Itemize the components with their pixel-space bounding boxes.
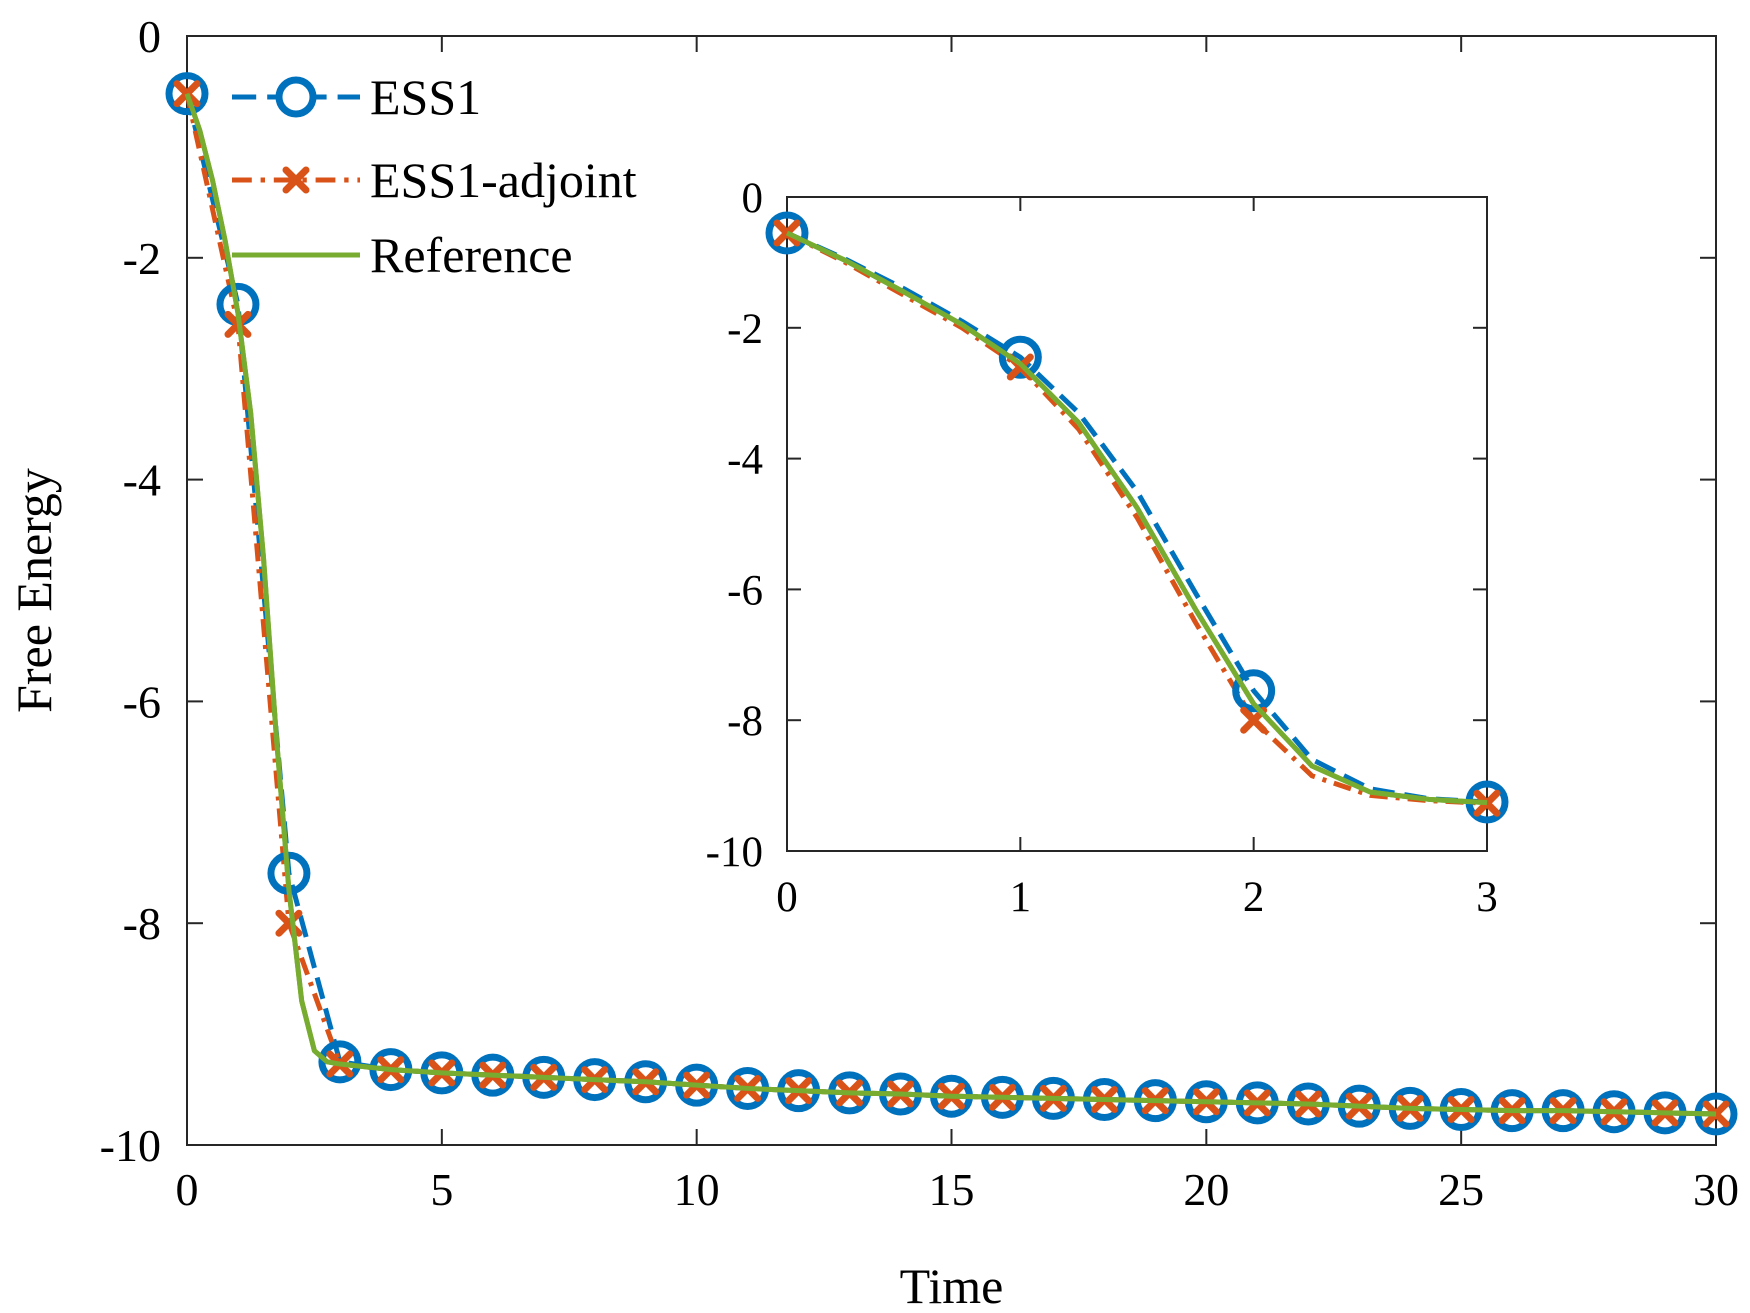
legend-marker-circle — [275, 76, 317, 118]
main-marker-circle — [318, 1040, 362, 1084]
inset-y-tick-label: -6 — [727, 567, 763, 614]
inset-plot: 0 1 2 3 0 -2 -4 -6 -8 -10 — [706, 175, 1509, 921]
inset-x-tick-label: 2 — [1243, 874, 1265, 921]
main-marker-circle — [165, 72, 209, 116]
inset-x-tick-label: 1 — [1010, 874, 1032, 921]
main-y-tick-label: 0 — [138, 11, 161, 62]
main-x-tick-label: 0 — [176, 1164, 199, 1215]
inset-axes-box — [786, 196, 1488, 852]
main-series-line-top-reference — [184, 92, 1717, 1117]
inset-y-tick-label: -8 — [727, 698, 763, 745]
main-x-tick-label: 5 — [430, 1164, 453, 1215]
inset-x-tick-label: 3 — [1476, 874, 1498, 921]
main-x-axis-title: Time — [900, 1258, 1004, 1313]
main-x-tick-label: 20 — [1183, 1164, 1229, 1215]
inset-y-tick-label: -10 — [706, 829, 763, 876]
main-y-tick-label: -4 — [123, 455, 161, 506]
inset-y-tick-label: -4 — [727, 437, 763, 484]
main-y-tick-label: -10 — [100, 1120, 161, 1171]
main-x-tick-label: 15 — [929, 1164, 975, 1215]
main-x-tick-label: 10 — [674, 1164, 720, 1215]
inset-y-tick-label: -2 — [727, 306, 763, 353]
inset-marker-circle — [765, 211, 809, 255]
inset-series-line-ess1-adjoint — [785, 230, 1488, 806]
inset-series-line-top-reference — [785, 230, 1488, 806]
main-y-tick-label: -2 — [123, 233, 161, 284]
main-y-tick-label: -8 — [123, 898, 161, 949]
inset-marker-circle — [1232, 669, 1276, 713]
legend-marker-x-stroke — [282, 166, 310, 194]
inset-y-tick-label: 0 — [742, 175, 764, 222]
legend-label-ess1-adjoint: ESS1-adjoint — [370, 152, 637, 208]
main-x-tick-label: 30 — [1693, 1164, 1739, 1215]
inset-marker-circle — [998, 335, 1042, 379]
legend-label-reference: Reference — [370, 227, 573, 283]
main-marker-x — [173, 80, 201, 108]
inset-marker-x-stroke — [1473, 789, 1501, 817]
main-x-tick-label: 25 — [1438, 1164, 1484, 1215]
main-marker-x-stroke — [173, 80, 201, 108]
inset-series-line-ess1 — [785, 230, 1488, 805]
main-marker-x-stroke — [275, 909, 303, 937]
inset-x-tick-label: 0 — [776, 874, 798, 921]
main-y-axis-title: Free Energy — [6, 468, 62, 713]
main-y-tick-label: -6 — [123, 676, 161, 727]
legend: ESS1 ESS1-adjoint Reference — [232, 69, 637, 283]
legend-label-ess1: ESS1 — [370, 69, 481, 125]
inset-marker-x — [1473, 789, 1501, 817]
